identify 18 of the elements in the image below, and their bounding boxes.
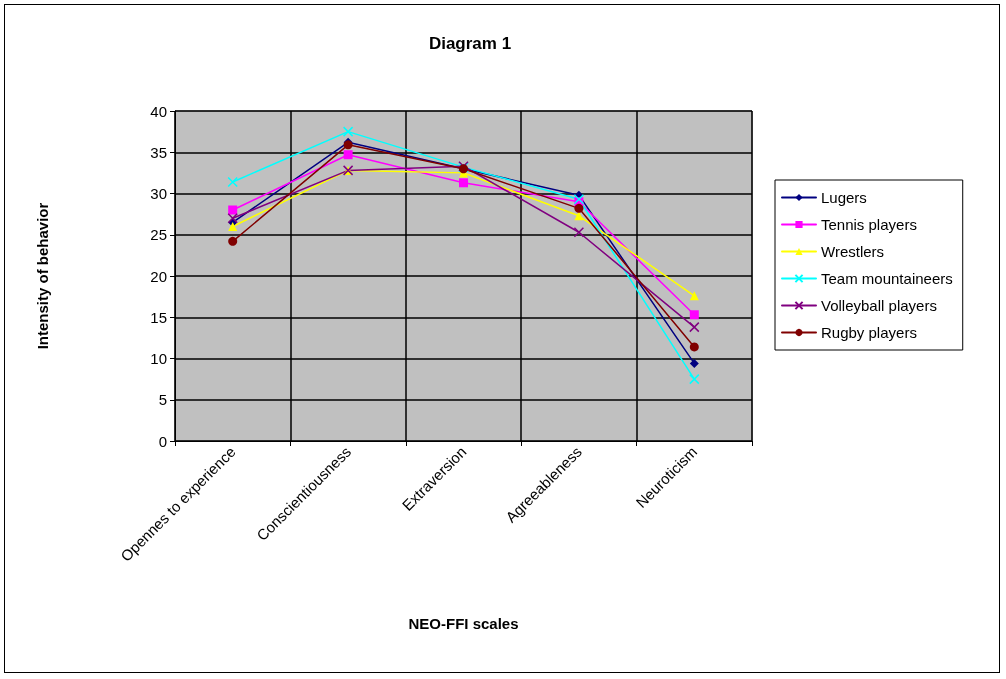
y-tick-label: 0 bbox=[158, 432, 167, 450]
legend-label: Lugers bbox=[821, 189, 867, 206]
legend-label: Wrestlers bbox=[821, 243, 885, 260]
chart-title: Diagram 1 bbox=[428, 34, 512, 53]
y-tick-label: 25 bbox=[150, 226, 167, 244]
y-tick-label: 35 bbox=[150, 143, 167, 161]
y-tick-label: 10 bbox=[150, 350, 167, 367]
legend-label: Rugby players bbox=[821, 324, 917, 341]
x-axis-title: NEO-FFI scales bbox=[408, 615, 519, 632]
y-tick-label: 40 bbox=[150, 102, 167, 120]
y-tick-label: 30 bbox=[150, 185, 167, 202]
y-tick-label: 5 bbox=[158, 391, 167, 409]
y-tick-label: 20 bbox=[150, 267, 167, 285]
y-axis-title: Intensity of behavior bbox=[34, 202, 51, 350]
legend-label: Team mountaineers bbox=[821, 270, 953, 287]
legend-label: Tennis players bbox=[821, 216, 917, 233]
y-tick-label: 15 bbox=[150, 308, 167, 326]
legend-label: Volleyball players bbox=[821, 297, 937, 314]
